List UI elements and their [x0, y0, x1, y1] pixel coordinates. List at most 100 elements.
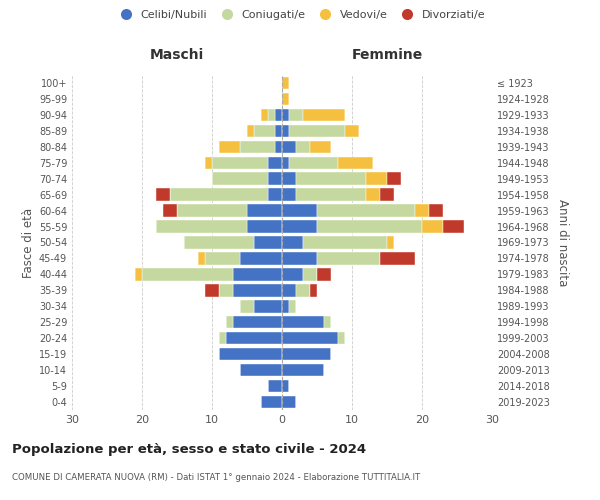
Bar — [247, 124, 254, 137]
Bar — [310, 284, 317, 296]
Bar — [198, 252, 205, 264]
Bar — [303, 108, 345, 121]
Bar — [317, 220, 422, 233]
Bar — [226, 316, 233, 328]
Bar — [233, 268, 282, 280]
Bar — [233, 316, 282, 328]
Bar — [296, 140, 310, 153]
Bar — [282, 332, 338, 344]
Bar — [233, 284, 282, 296]
Text: Femmine: Femmine — [352, 48, 422, 62]
Bar — [380, 188, 394, 201]
Bar — [380, 252, 415, 264]
Y-axis label: Anni di nascita: Anni di nascita — [556, 199, 569, 286]
Bar — [443, 220, 464, 233]
Bar — [170, 188, 268, 201]
Bar — [282, 284, 296, 296]
Bar — [268, 172, 282, 185]
Bar — [310, 140, 331, 153]
Bar — [387, 236, 394, 248]
Bar — [247, 204, 282, 217]
Bar — [226, 332, 282, 344]
Bar — [240, 364, 282, 376]
Bar — [282, 316, 324, 328]
Bar — [212, 172, 268, 185]
Bar — [219, 332, 226, 344]
Bar — [282, 252, 317, 264]
Bar — [387, 172, 401, 185]
Bar — [268, 156, 282, 169]
Bar — [415, 204, 429, 217]
Bar — [275, 124, 282, 137]
Bar — [317, 252, 380, 264]
Bar — [317, 268, 331, 280]
Bar — [268, 188, 282, 201]
Bar — [219, 348, 282, 360]
Bar — [205, 156, 212, 169]
Bar — [303, 236, 387, 248]
Bar — [324, 316, 331, 328]
Bar — [429, 204, 443, 217]
Bar — [275, 140, 282, 153]
Bar — [366, 172, 387, 185]
Legend: Celibi/Nubili, Coniugati/e, Vedovi/e, Divorziati/e: Celibi/Nubili, Coniugati/e, Vedovi/e, Di… — [110, 6, 490, 25]
Bar — [177, 204, 247, 217]
Bar — [296, 188, 366, 201]
Bar — [422, 220, 443, 233]
Text: Maschi: Maschi — [150, 48, 204, 62]
Bar — [261, 108, 268, 121]
Bar — [261, 396, 282, 408]
Bar — [275, 108, 282, 121]
Bar — [184, 236, 254, 248]
Bar — [282, 348, 331, 360]
Bar — [317, 204, 415, 217]
Bar — [338, 332, 345, 344]
Bar — [219, 140, 240, 153]
Bar — [289, 108, 303, 121]
Bar — [282, 156, 289, 169]
Bar — [282, 268, 303, 280]
Bar — [282, 300, 289, 312]
Bar — [254, 300, 282, 312]
Bar — [282, 188, 296, 201]
Bar — [345, 124, 359, 137]
Bar — [254, 124, 275, 137]
Bar — [205, 252, 240, 264]
Bar — [338, 156, 373, 169]
Bar — [240, 300, 254, 312]
Bar — [289, 156, 338, 169]
Bar — [366, 188, 380, 201]
Bar — [135, 268, 142, 280]
Bar — [282, 77, 289, 89]
Text: Popolazione per età, sesso e stato civile - 2024: Popolazione per età, sesso e stato civil… — [12, 442, 366, 456]
Text: COMUNE DI CAMERATA NUOVA (RM) - Dati ISTAT 1° gennaio 2024 - Elaborazione TUTTIT: COMUNE DI CAMERATA NUOVA (RM) - Dati IST… — [12, 472, 420, 482]
Bar — [219, 284, 233, 296]
Bar — [296, 172, 366, 185]
Bar — [156, 220, 247, 233]
Bar — [254, 236, 282, 248]
Bar — [205, 284, 219, 296]
Bar — [240, 252, 282, 264]
Bar — [282, 380, 289, 392]
Bar — [163, 204, 177, 217]
Bar — [282, 364, 324, 376]
Bar — [282, 108, 289, 121]
Bar — [240, 140, 275, 153]
Bar — [289, 300, 296, 312]
Bar — [282, 172, 296, 185]
Bar — [247, 220, 282, 233]
Bar — [142, 268, 233, 280]
Bar — [282, 92, 289, 105]
Bar — [282, 124, 289, 137]
Bar — [282, 204, 317, 217]
Bar — [282, 236, 303, 248]
Bar — [289, 124, 345, 137]
Bar — [303, 268, 317, 280]
Bar — [282, 140, 296, 153]
Bar — [282, 220, 317, 233]
Bar — [156, 188, 170, 201]
Bar — [212, 156, 268, 169]
Y-axis label: Fasce di età: Fasce di età — [22, 208, 35, 278]
Bar — [282, 396, 296, 408]
Bar — [268, 108, 275, 121]
